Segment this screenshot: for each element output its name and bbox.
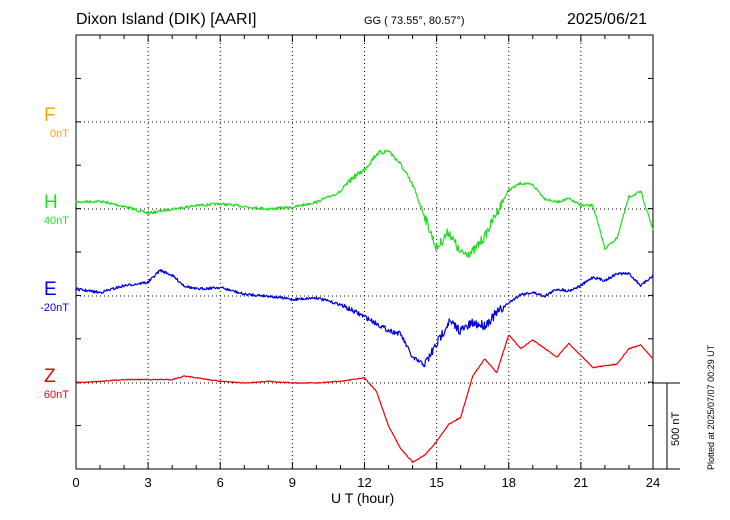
baseline-value-H: 40nT bbox=[43, 215, 69, 227]
x-tick-label-12: 12 bbox=[357, 475, 372, 490]
x-tick-label-3: 3 bbox=[144, 475, 152, 490]
station-coordinates: GG ( 73.55°, 80.57°) bbox=[364, 15, 465, 27]
station-title: Dixon Island (DIK) [AARI] bbox=[76, 11, 257, 28]
x-tick-label-15: 15 bbox=[429, 475, 444, 490]
trace-E bbox=[75, 269, 654, 368]
traces bbox=[75, 149, 654, 464]
baseline-value-F: 0nT bbox=[50, 128, 69, 140]
x-tick-label-24: 24 bbox=[645, 475, 661, 490]
baseline-value-Z: 60nT bbox=[43, 389, 69, 401]
x-tick-label-9: 9 bbox=[288, 475, 296, 490]
gridlines bbox=[76, 35, 653, 469]
x-axis-title: U T (hour) bbox=[331, 490, 395, 506]
component-label-H: H bbox=[44, 192, 58, 213]
component-label-F: F bbox=[44, 105, 56, 126]
component-label-Z: Z bbox=[44, 366, 56, 387]
axis-ticks bbox=[75, 34, 654, 470]
plot-date: 2025/06/21 bbox=[567, 11, 648, 28]
scale-bar bbox=[653, 382, 680, 470]
x-tick-label-21: 21 bbox=[573, 475, 589, 490]
scale-bar-label: 500 nT bbox=[670, 411, 682, 446]
baseline-value-E: -20nT bbox=[40, 302, 69, 314]
trace-H bbox=[75, 149, 654, 258]
x-tick-label-0: 0 bbox=[72, 475, 80, 490]
plotted-timestamp: Plotted at 2025/07/07 00:29 UT bbox=[706, 344, 716, 470]
x-tick-label-18: 18 bbox=[501, 475, 516, 490]
component-label-E: E bbox=[44, 279, 57, 300]
trace-Z bbox=[75, 334, 654, 464]
x-tick-label-6: 6 bbox=[216, 475, 224, 490]
